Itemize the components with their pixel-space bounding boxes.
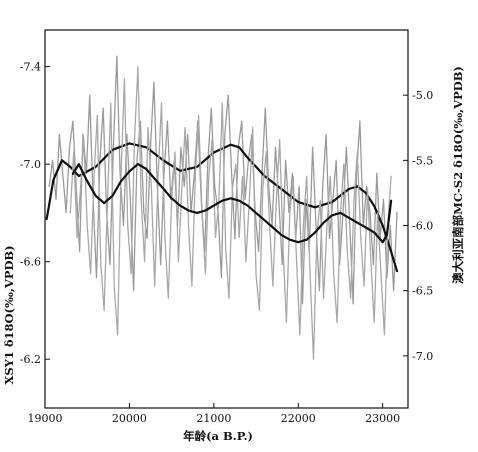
left-y-tick-label: -7.4 [20,61,41,74]
right-y-tick-label: -6.5 [412,285,433,298]
x-tick-label: 21000 [196,412,231,425]
left-y-axis-label: XSY1 δ18O(‰,VPDB) [2,245,16,384]
right-y-axis-label: 澳大利亚南部MC-S2 δ18O(‰,VPDB) [451,66,465,284]
x-tick-label: 22000 [281,412,316,425]
xsy1-raw-line [69,65,392,360]
xsy1-smooth-line [71,163,393,244]
left-y-tick-label: -6.6 [20,256,41,269]
right-y-tick-label: -5.5 [412,154,433,167]
ticks-layer: 19000 20000 21000 22000 23000 -7.4 -7.0 -6.6 -6.… [20,61,433,425]
mc-s2-smooth-line [45,142,399,273]
right-y-tick-label: -5.0 [412,89,433,102]
left-y-tick-label: -6.2 [20,353,41,366]
plot-frame [44,29,409,409]
series-layer [45,55,399,360]
right-y-tick-label: -6.0 [412,220,433,233]
x-tick-label: 20000 [112,412,147,425]
x-tick-label: 23000 [365,412,400,425]
x-tick-label: 19000 [28,412,63,425]
plot-border [44,29,409,409]
right-y-tick-label: -7.0 [412,350,433,363]
left-y-tick-label: -7.0 [20,158,41,171]
x-axis-label: 年龄(a B.P.) [183,429,253,443]
